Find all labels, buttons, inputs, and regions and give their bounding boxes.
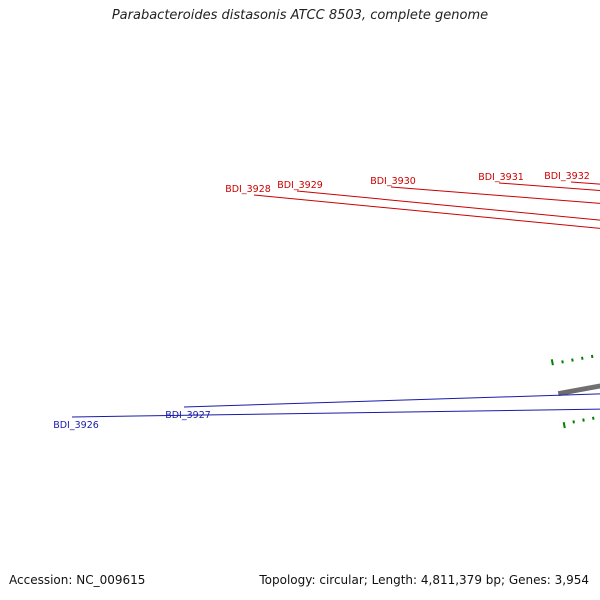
tick-mark-outer <box>590 354 594 359</box>
backbone-arc <box>557 383 600 397</box>
gene-label-bdi-3927[interactable]: BDI_3927 <box>165 410 211 421</box>
tick-layer <box>550 348 600 429</box>
tick-mark-outer <box>571 358 574 362</box>
tick-mark-inner <box>572 420 575 424</box>
tick-mark-inner <box>592 416 595 420</box>
leader-line-bdi-3927 <box>183 393 600 408</box>
tick-mark-inner <box>562 422 566 429</box>
tick-mark-outer <box>581 356 584 360</box>
leader-line-bdi-3930 <box>390 186 600 204</box>
tick-mark-outer <box>561 360 564 364</box>
label-layer: 4759 kbp4760 kbp4761 kbp4762 kbp4763 kbp… <box>53 171 600 431</box>
accession-text: Accession: NC_009615 <box>9 573 146 587</box>
genome-summary-text: Topology: circular; Length: 4,811,379 bp… <box>259 573 589 587</box>
genome-backbone <box>557 383 600 397</box>
gene-label-bdi-3928[interactable]: BDI_3928 <box>225 184 271 195</box>
tick-mark-inner <box>582 418 585 422</box>
tick-mark-outer <box>550 359 554 366</box>
gene-label-bdi-3926[interactable]: BDI_3926 <box>53 420 99 431</box>
gene-label-bdi-3931[interactable]: BDI_3931 <box>478 172 524 183</box>
leader-line-bdi-3928 <box>253 194 600 229</box>
leader-line-bdi-3931 <box>498 182 600 191</box>
leader-line-bdi-3929 <box>296 190 600 221</box>
gene-label-bdi-3929[interactable]: BDI_3929 <box>277 180 323 191</box>
gene-label-bdi-3932[interactable]: BDI_3932 <box>544 171 590 182</box>
genome-title: Parabacteroides distasonis ATCC 8503, co… <box>111 8 489 23</box>
gene-label-bdi-3930[interactable]: BDI_3930 <box>370 176 416 187</box>
leader-line-bdi-3926 <box>71 408 600 418</box>
leader-line-bdi-3932 <box>570 181 600 185</box>
